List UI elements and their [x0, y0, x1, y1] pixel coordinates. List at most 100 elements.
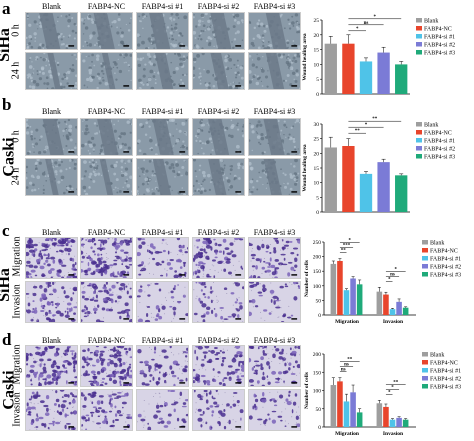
legend-swatch — [416, 146, 422, 151]
bar — [383, 294, 389, 315]
significance-label: ** — [347, 358, 353, 363]
y-axis-label: Number of cells — [304, 260, 310, 297]
transwell-image-tile — [25, 281, 78, 323]
transwell-image-tile — [80, 281, 133, 323]
significance-label: ns — [341, 368, 346, 373]
row-label: 0 h — [10, 24, 22, 37]
legend-swatch — [422, 352, 428, 357]
legend-entry: FABP4-si #1 — [430, 369, 461, 375]
transwell-image-tile — [136, 389, 189, 431]
bar — [389, 419, 396, 427]
transwell-image-tile — [80, 345, 133, 387]
bar — [396, 301, 402, 315]
wound-image-tile — [136, 12, 189, 50]
wound-image-tile — [80, 158, 133, 196]
legend-swatch — [416, 138, 422, 143]
wound-image-tile — [248, 158, 301, 196]
y-tick-label: 50 — [316, 298, 322, 304]
legend-entry: FABP4-si #1 — [424, 139, 455, 145]
bar — [359, 61, 373, 94]
y-axis-label: Wound healing area — [302, 33, 308, 81]
y-tick-label: 200 — [313, 352, 322, 358]
y-tick-label: 5 — [316, 195, 319, 201]
significance-label: * — [374, 15, 377, 20]
wound-image-tile — [25, 118, 78, 156]
transwell-image-tile — [248, 281, 301, 323]
legend-entry: Blank — [424, 19, 438, 25]
y-tick-label: 0 — [318, 313, 321, 319]
transwell-image-tile — [25, 237, 78, 279]
y-tick-label: 30 — [314, 122, 320, 128]
bar — [395, 175, 408, 212]
y-tick-label: 10 — [314, 62, 320, 68]
bar — [377, 52, 390, 94]
legend-entry: Blank — [424, 123, 438, 129]
column-header: FABP4-si #1 — [141, 228, 184, 237]
bar — [324, 147, 337, 212]
y-tick-label: 10 — [314, 181, 320, 187]
bar — [376, 291, 383, 315]
legend-entry: FABP4-NC — [424, 131, 452, 137]
legend-swatch — [422, 272, 428, 277]
transwell-image-tile — [248, 389, 301, 431]
column-header: FABP4-si #2 — [197, 228, 240, 237]
transwell-image-tile — [80, 237, 133, 279]
y-axis-label: Wound healing area — [302, 144, 308, 192]
column-header: FABP4-NC — [87, 107, 126, 116]
bar — [396, 417, 402, 427]
legend-entry: FABP4-si #2 — [430, 265, 461, 271]
column-header: Blank — [41, 2, 62, 11]
bar — [324, 43, 337, 94]
significance-label: ns — [364, 21, 369, 26]
significance-label: ** — [355, 129, 361, 134]
row-label: Invasion — [11, 392, 23, 427]
legend-swatch — [422, 248, 428, 253]
legend-swatch — [416, 122, 422, 127]
group-label: Migration — [335, 319, 359, 325]
column-header: Blank — [41, 336, 62, 345]
wound-image-tile — [248, 118, 301, 156]
wound-image-tile — [192, 118, 245, 156]
bar — [383, 406, 389, 427]
group-label: Invasion — [383, 431, 403, 437]
significance-label: ** — [372, 117, 378, 122]
panel-letter-d: d — [2, 330, 12, 349]
legend-entry: FABP4-si #2 — [424, 43, 455, 49]
transwell-image-tile — [136, 281, 189, 323]
legend-swatch — [416, 154, 422, 159]
y-tick-label: 200 — [313, 255, 322, 261]
wound-image-tile — [136, 52, 189, 90]
legend-entry: FABP4-si #3 — [430, 273, 461, 279]
bar — [343, 290, 350, 315]
y-tick-label: 15 — [314, 166, 320, 172]
bar — [377, 162, 390, 212]
legend-swatch — [416, 42, 422, 47]
column-header: FABP4-si #1 — [141, 2, 184, 11]
bar — [330, 263, 337, 315]
wound-image-tile — [25, 52, 78, 90]
legend-entry: FABP4-si #2 — [430, 377, 461, 383]
wound-image-tile — [192, 12, 245, 50]
bar — [337, 381, 343, 427]
significance-label: * — [349, 239, 352, 244]
legend-entry: FABP4-si #1 — [424, 35, 455, 41]
significance-label: *** — [343, 244, 351, 249]
transwell-image-tile — [80, 389, 133, 431]
row-label: Migration — [11, 236, 23, 277]
wound-image-tile — [25, 12, 78, 50]
chart-d: 0 50 100 150 200 Number of cells Migration Inva… — [304, 352, 461, 437]
legend-entry: Blank — [430, 241, 444, 247]
transwell-image-tile — [25, 345, 78, 387]
bar — [356, 412, 363, 427]
transwell-image-tile — [136, 237, 189, 279]
legend-entry: FABP4-si #3 — [424, 51, 455, 57]
row-label: 24 h — [10, 61, 22, 80]
column-header: FABP4-si #2 — [197, 107, 240, 116]
wound-image-tile — [248, 52, 301, 90]
y-tick-label: 100 — [313, 389, 322, 395]
transwell-image-tile — [248, 237, 301, 279]
wound-image-tile — [80, 118, 133, 156]
significance-label: * — [391, 385, 394, 390]
legend-swatch — [422, 264, 428, 269]
y-tick-label: 100 — [313, 284, 322, 290]
